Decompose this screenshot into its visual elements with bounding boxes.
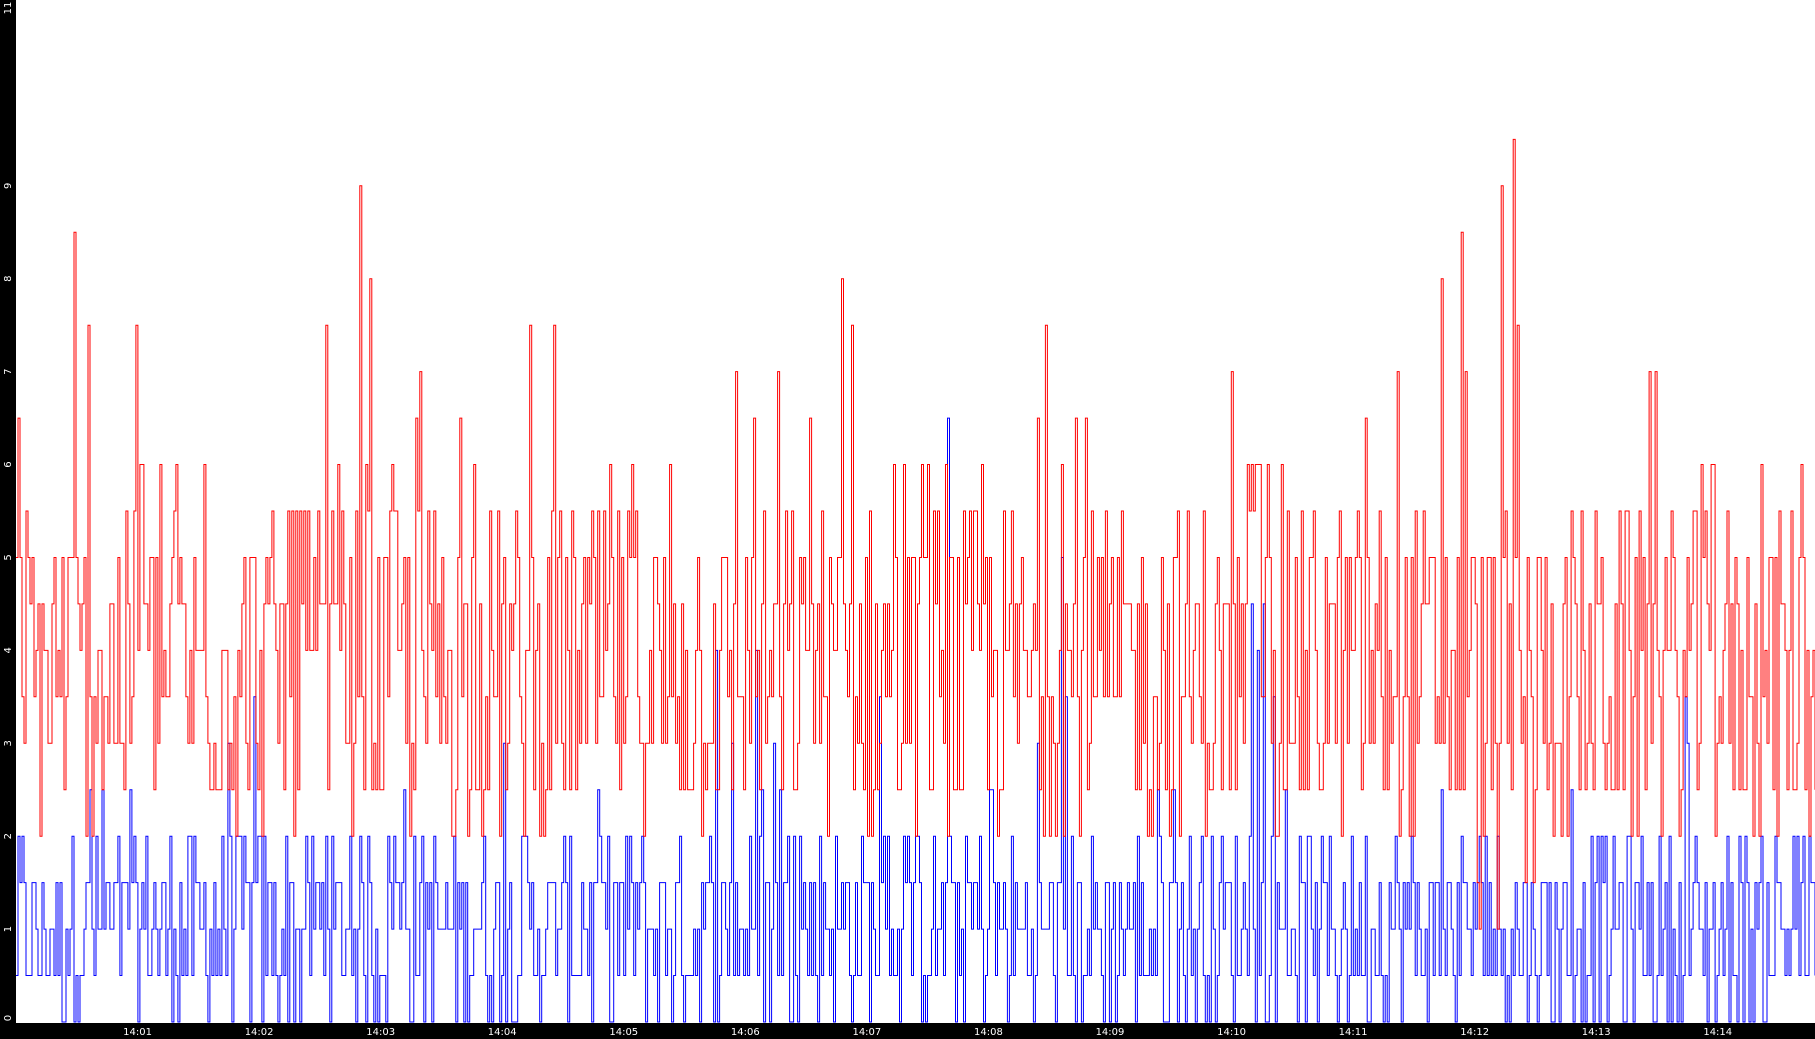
y-tick-label: 2	[3, 833, 14, 839]
x-tick-label: 14:04	[488, 1027, 517, 1038]
y-tick-label: 0	[3, 1015, 14, 1021]
y-tick-label: 7	[3, 368, 14, 374]
series-red-line	[16, 138, 1815, 930]
x-tick-label: 14:01	[123, 1027, 152, 1038]
x-tick-label: 14:09	[1096, 1027, 1125, 1038]
x-tick-label: 14:12	[1460, 1027, 1489, 1038]
x-tick-label: 14:07	[852, 1027, 881, 1038]
x-tick-label: 14:05	[609, 1027, 638, 1038]
y-axis-strip	[0, 0, 16, 1039]
x-tick-label: 14:11	[1339, 1027, 1368, 1038]
x-tick-label: 14:08	[974, 1027, 1003, 1038]
x-tick-labels: 14:01 14:02 14:03 14:04 14:05 14:06 14:07 14:08…	[123, 1027, 1732, 1038]
series-layer	[16, 138, 1815, 1023]
series-blue-line	[16, 417, 1815, 1023]
x-tick-label: 14:03	[366, 1027, 395, 1038]
x-axis-strip	[0, 1023, 1815, 1039]
y-tick-label: 6	[3, 461, 14, 467]
y-tick-label: 8	[3, 276, 14, 282]
series-blue	[16, 417, 1815, 1023]
y-tick-labels: 0 1 2 3 4 5 6 7 8 9 11	[3, 2, 14, 1022]
x-tick-label: 14:10	[1217, 1027, 1246, 1038]
y-tick-label: 5	[3, 554, 14, 560]
x-tick-label: 14:06	[731, 1027, 760, 1038]
x-tick-label: 14:02	[245, 1027, 274, 1038]
y-tick-label: 9	[3, 183, 14, 189]
y-tick-label: 4	[3, 647, 14, 653]
y-tick-label: 11	[3, 2, 14, 15]
x-tick-label: 14:13	[1582, 1027, 1611, 1038]
y-tick-label: 1	[3, 926, 14, 932]
x-tick-label: 14:14	[1703, 1027, 1732, 1038]
series-red	[16, 138, 1815, 930]
y-tick-label: 3	[3, 740, 14, 746]
